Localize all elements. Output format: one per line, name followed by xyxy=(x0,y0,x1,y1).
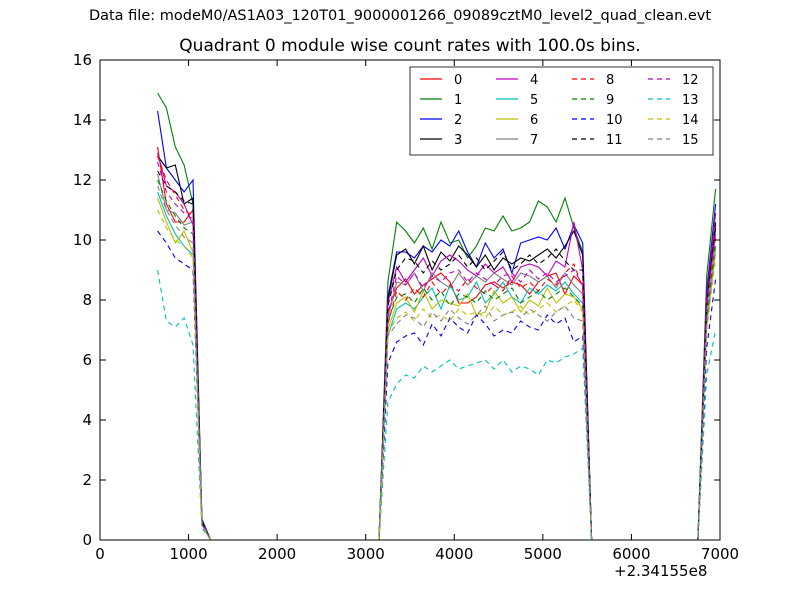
y-tick-label: 0 xyxy=(82,531,92,549)
y-tick-label: 2 xyxy=(82,471,92,489)
legend-label-11: 11 xyxy=(606,133,623,148)
y-tick-label: 12 xyxy=(73,171,92,189)
chart-title: Quadrant 0 module wise count rates with … xyxy=(179,36,641,56)
legend-label-3: 3 xyxy=(454,133,462,148)
series-line-7 xyxy=(157,173,717,541)
x-tick-label: 0 xyxy=(95,545,105,563)
legend-box xyxy=(409,66,714,156)
x-tick-label: 2000 xyxy=(258,545,296,563)
series-line-2 xyxy=(157,110,717,541)
series-line-6 xyxy=(157,197,717,541)
x-tick-label: 6000 xyxy=(612,545,650,563)
legend-label-12: 12 xyxy=(682,73,699,88)
legend-label-2: 2 xyxy=(454,113,462,128)
series-line-12 xyxy=(157,161,717,541)
legend-label-5: 5 xyxy=(530,93,538,108)
legend-label-0: 0 xyxy=(454,73,462,88)
y-tick-label: 16 xyxy=(73,51,92,69)
series-line-5 xyxy=(157,191,717,541)
legend-label-13: 13 xyxy=(682,93,699,108)
legend-label-9: 9 xyxy=(606,93,614,108)
legend-label-10: 10 xyxy=(606,113,623,128)
figure-suptitle: Data file: modeM0/AS1A03_120T01_90000012… xyxy=(88,8,712,24)
legend-label-8: 8 xyxy=(606,73,614,88)
series-line-14 xyxy=(157,209,717,541)
y-tick-label: 14 xyxy=(73,111,92,129)
x-tick-label: 1000 xyxy=(169,545,207,563)
series-line-4 xyxy=(157,152,717,541)
series-line-0 xyxy=(157,146,717,541)
series-line-15 xyxy=(157,185,717,541)
legend-label-1: 1 xyxy=(454,93,462,108)
x-tick-label: 5000 xyxy=(524,545,562,563)
y-tick-label: 4 xyxy=(82,411,92,429)
y-tick-label: 8 xyxy=(82,291,92,309)
legend-label-6: 6 xyxy=(530,113,538,128)
x-tick-label: 7000 xyxy=(701,545,739,563)
series-line-11 xyxy=(157,170,717,541)
legend-label-7: 7 xyxy=(530,133,538,148)
legend-label-15: 15 xyxy=(682,133,699,148)
x-tick-label: 4000 xyxy=(435,545,473,563)
y-tick-label: 10 xyxy=(73,231,92,249)
series-line-3 xyxy=(157,155,717,541)
series-line-9 xyxy=(157,179,717,541)
legend-label-14: 14 xyxy=(682,113,699,128)
series-line-13 xyxy=(157,269,717,541)
x-axis-offset-text: +2.34155e8 xyxy=(614,562,708,580)
legend-label-4: 4 xyxy=(530,73,538,88)
y-tick-label: 6 xyxy=(82,351,92,369)
series-line-8 xyxy=(157,155,717,541)
x-tick-label: 3000 xyxy=(347,545,385,563)
